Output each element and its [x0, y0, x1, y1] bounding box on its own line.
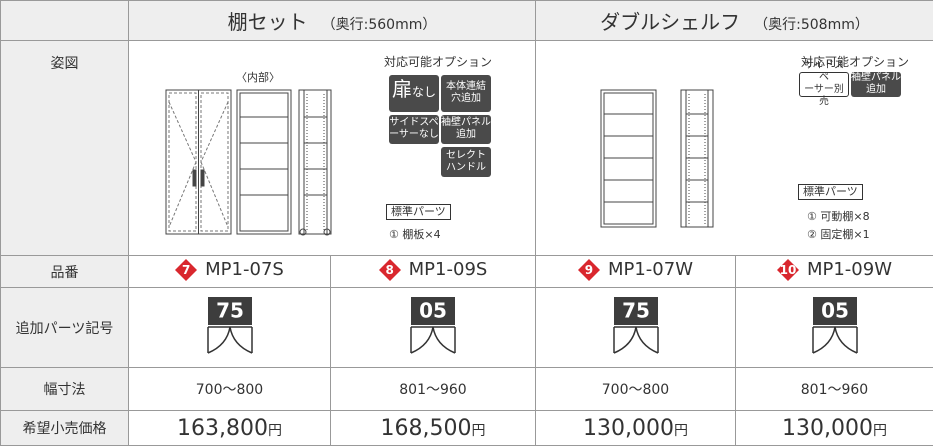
option-text: ーサーなし [389, 129, 439, 141]
price: 168,500 [381, 416, 472, 441]
number-badge: 9 [578, 259, 600, 281]
option-badge: 袖壁パネル追加 [851, 72, 901, 97]
options-title: 対応可能オプション [384, 53, 492, 70]
row-label: 品番 [1, 256, 129, 288]
symbol-text: 05 [419, 298, 447, 322]
option-badge: 袖壁パネル追加 [441, 115, 491, 144]
shelf-drawing [129, 42, 339, 255]
symbol-icon: 05 [398, 295, 468, 357]
product-code: MP1-07S [205, 259, 284, 280]
price-cell: 168,500円 [331, 411, 536, 446]
group-name: ダブルシェルフ [600, 10, 740, 34]
option-badge: セレクトハンドル [441, 147, 491, 177]
product-number: 10 [777, 259, 799, 281]
caption: 〈内部〉 [236, 69, 280, 85]
figure: 〈内部〉 対応可能オプション 扉なし 本体連結穴追加 サイドスペーサーなし 袖壁… [129, 42, 535, 255]
option-text: サイドスペ [389, 117, 439, 129]
option-text: 追加 [441, 129, 491, 141]
code-cell: 8 MP1-09S [331, 256, 536, 288]
number-badge: 10 [777, 259, 799, 281]
option-text: 穴追加 [441, 93, 491, 105]
price-cell: 130,000円 [536, 411, 736, 446]
standard-title: 標準パーツ [798, 184, 863, 200]
group-header: 棚セット （奥行:560mm） [129, 1, 536, 41]
width-cell: 801～960 [331, 368, 536, 411]
standard-title: 標準パーツ [386, 204, 451, 220]
row-label: 幅寸法 [1, 368, 129, 411]
product-code: MP1-07W [608, 259, 693, 280]
price: 130,000 [583, 416, 674, 441]
option-text: 袖壁パネル [441, 117, 491, 129]
product-code-wrap: 8 MP1-09S [379, 259, 488, 281]
figure-cell: 〈内部〉 対応可能オプション 扉なし 本体連結穴追加 サイドスペーサーなし 袖壁… [129, 41, 536, 256]
number-badge: 7 [175, 259, 197, 281]
option-badge: 扉なし [389, 75, 439, 112]
option-badge: サイドスペーサー別売 [799, 72, 849, 97]
price: 163,800 [177, 416, 268, 441]
option-text: 追加 [851, 84, 901, 96]
row-label: 希望小売価格 [1, 411, 129, 446]
code-cell: 10 MP1-09W [736, 256, 933, 288]
price-unit: 円 [674, 423, 688, 439]
group-name: 棚セット [228, 10, 308, 34]
product-code: MP1-09S [409, 259, 488, 280]
option-text: 本体連結 [441, 81, 491, 93]
option-text: 袖壁パネル [851, 72, 901, 84]
symbol-icon: 05 [800, 295, 870, 357]
price-unit: 円 [873, 423, 887, 439]
option-text: 扉 [392, 83, 412, 95]
symbol-icon: 75 [195, 295, 265, 357]
standard-part: ① 棚板×4 [389, 226, 441, 242]
width-cell: 700～800 [536, 368, 736, 411]
price-unit: 円 [268, 423, 282, 439]
symbol-text: 05 [821, 298, 849, 322]
product-number: 7 [175, 259, 197, 281]
option-text: なし [412, 86, 436, 98]
product-code-wrap: 7 MP1-07S [175, 259, 284, 281]
product-code-wrap: 9 MP1-07W [578, 259, 693, 281]
row-label: 姿図 [1, 41, 129, 256]
code-cell: 7 MP1-07S [129, 256, 331, 288]
code-cell: 9 MP1-07W [536, 256, 736, 288]
price-cell: 163,800円 [129, 411, 331, 446]
group-depth: （奥行:508mm） [754, 17, 869, 33]
number-badge: 8 [379, 259, 401, 281]
option-badge: サイドスペーサーなし [389, 115, 439, 144]
width-cell: 700～800 [129, 368, 331, 411]
product-code: MP1-09W [807, 259, 892, 280]
symbol-text: 75 [622, 298, 650, 322]
option-text: ハンドル [441, 162, 491, 174]
product-code-wrap: 10 MP1-09W [777, 259, 892, 281]
price-cell: 130,000円 [736, 411, 933, 446]
group-header: ダブルシェルフ （奥行:508mm） [536, 1, 933, 41]
figure-cell: 対応可能オプション サイドスペーサー別売 袖壁パネル追加 標準パーツ ① 可動棚… [536, 41, 933, 256]
symbol-cell: 75 [129, 288, 331, 368]
corner [1, 1, 129, 41]
symbol-text: 75 [216, 298, 244, 322]
option-text: サイドスペ [800, 60, 848, 84]
symbol-cell: 05 [331, 288, 536, 368]
option-badge: 本体連結穴追加 [441, 75, 491, 112]
price: 130,000 [782, 416, 873, 441]
symbol-cell: 05 [736, 288, 933, 368]
row-label: 追加パーツ記号 [1, 288, 129, 368]
symbol-icon: 75 [601, 295, 671, 357]
width-cell: 801～960 [736, 368, 933, 411]
price-unit: 円 [471, 423, 485, 439]
symbol-cell: 75 [536, 288, 736, 368]
figure: 対応可能オプション サイドスペーサー別売 袖壁パネル追加 標準パーツ ① 可動棚… [536, 42, 933, 255]
shelf-drawing [536, 42, 736, 255]
standard-part: ① 可動棚×8 [807, 208, 870, 224]
group-depth: （奥行:560mm） [322, 17, 437, 33]
option-text: セレクト [441, 150, 491, 162]
product-number: 8 [379, 259, 401, 281]
option-text: ーサー別売 [800, 84, 848, 108]
product-number: 9 [578, 259, 600, 281]
standard-part: ② 固定棚×1 [807, 226, 870, 242]
